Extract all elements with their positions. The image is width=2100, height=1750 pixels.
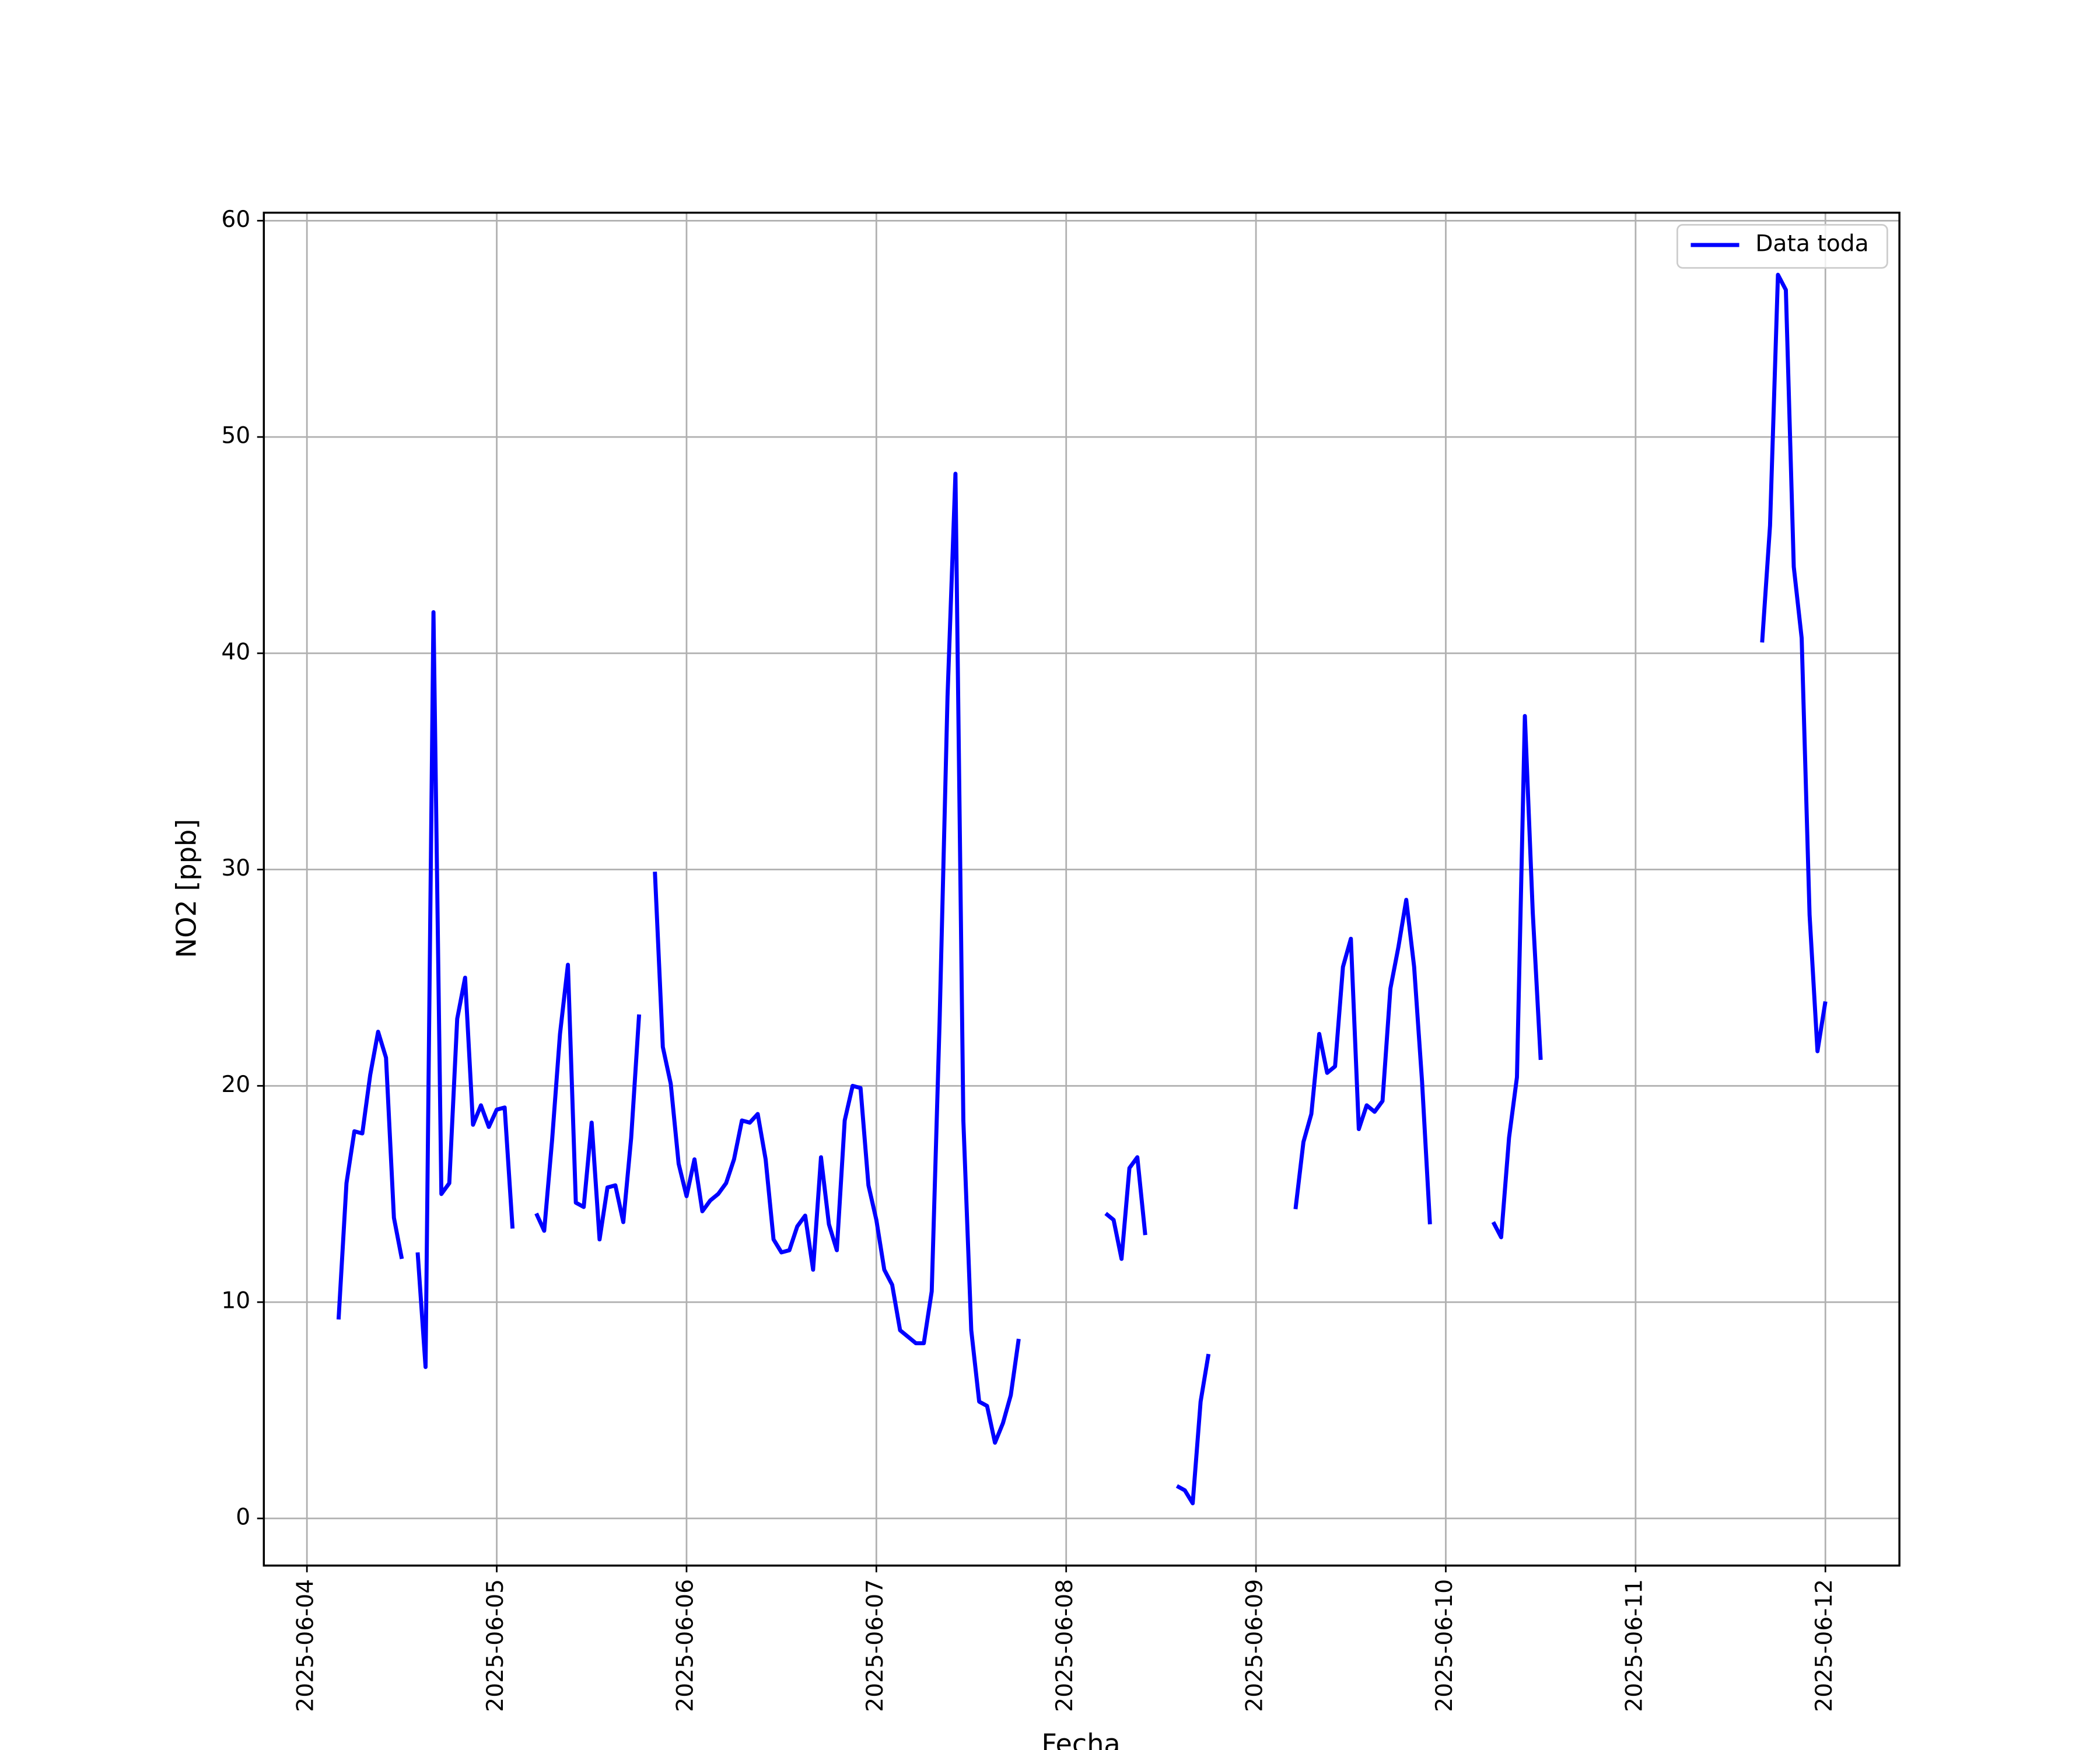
x-tick-label: 2025-06-10	[1432, 1579, 1458, 1712]
y-axis-label: NO2 [ppb]	[171, 819, 202, 958]
y-tick-label: 60	[221, 206, 250, 233]
y-tick-label: 0	[236, 1504, 250, 1531]
y-tick-label: 50	[221, 423, 250, 449]
axes-frame	[262, 211, 1901, 1567]
x-tick-label: 2025-06-12	[1811, 1579, 1838, 1712]
y-tick-label: 30	[221, 855, 250, 881]
x-tick-label: 2025-06-09	[1242, 1579, 1268, 1712]
y-tick-label: 10	[221, 1288, 250, 1314]
x-tick-label: 2025-06-08	[1052, 1579, 1078, 1712]
y-tick-label: 20	[221, 1072, 250, 1098]
x-tick-label: 2025-06-07	[862, 1579, 888, 1712]
legend-box	[1676, 223, 1888, 269]
plot-area: 0 10 20 30 40 50 60 2025-06-04 2025-06-05 2025-06…	[221, 206, 1901, 1712]
x-axis-label: Fecha	[1041, 1728, 1120, 1750]
legend-label: Data toda	[1755, 231, 1868, 257]
x-tick-label: 2025-06-05	[482, 1579, 509, 1712]
data-line	[336, 272, 1828, 1506]
y-tick-label: 40	[221, 639, 250, 665]
x-tick-label: 2025-06-04	[293, 1579, 319, 1712]
x-tick-label: 2025-06-06	[672, 1579, 698, 1712]
x-tick-label: 2025-06-11	[1621, 1579, 1647, 1712]
